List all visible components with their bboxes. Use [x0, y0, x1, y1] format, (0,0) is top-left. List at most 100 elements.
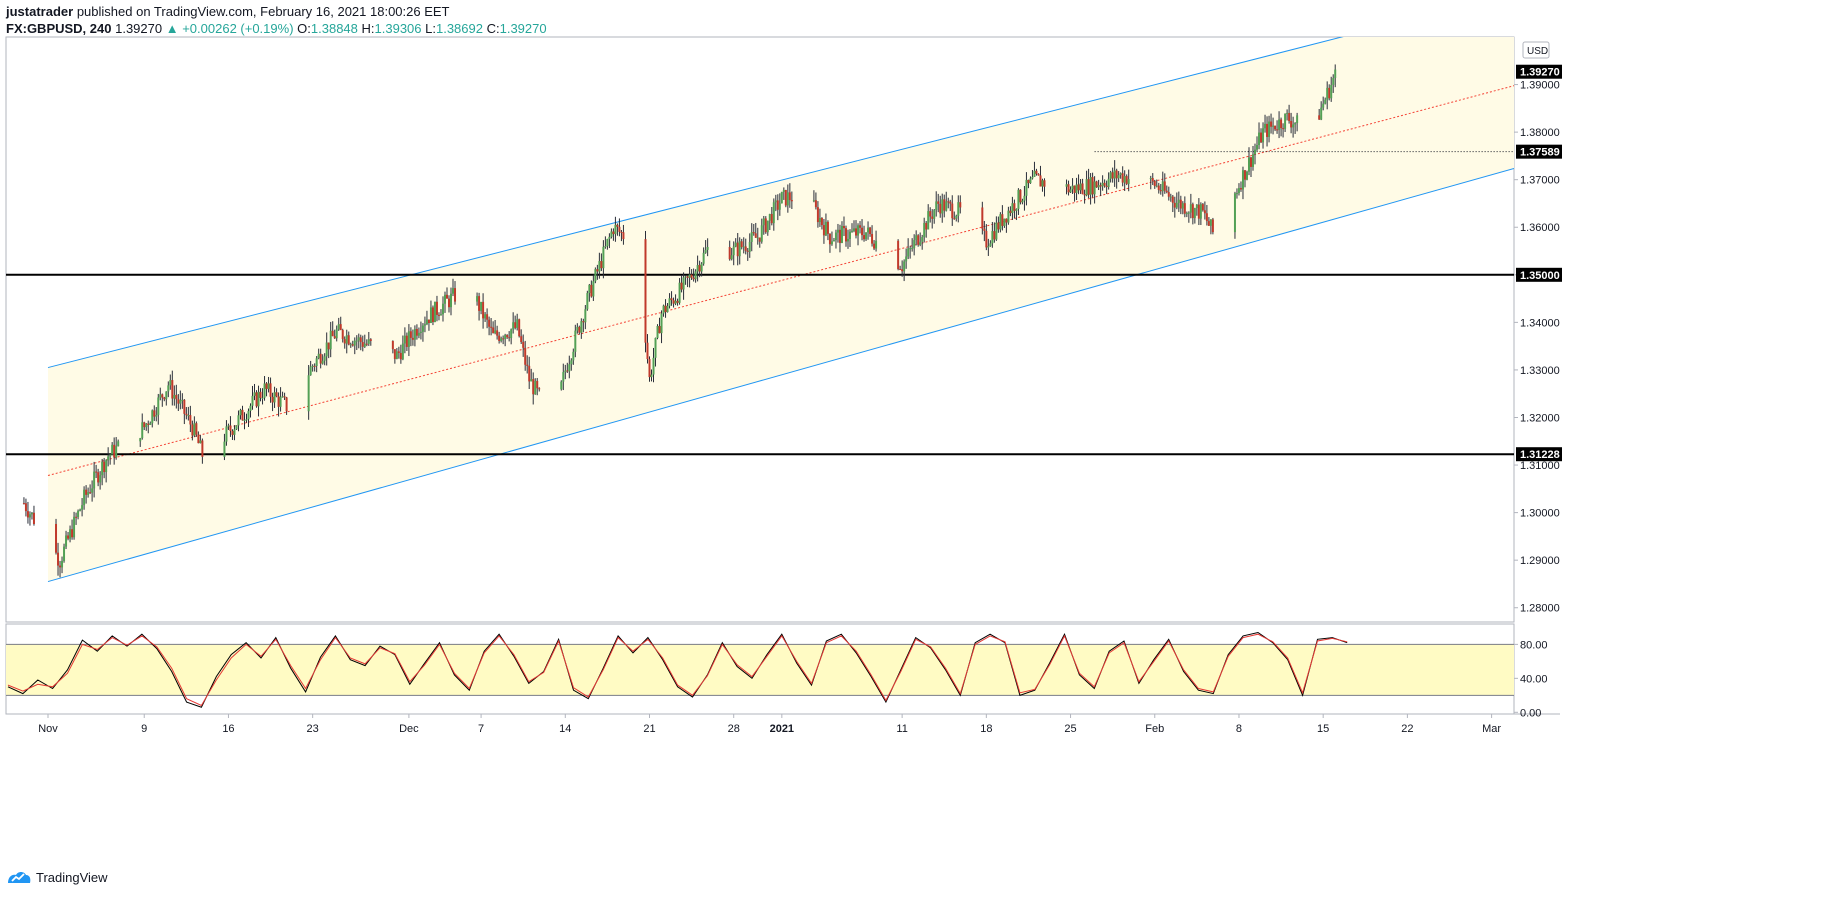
candle-body [85, 489, 88, 495]
candle-body [1107, 178, 1110, 188]
candle-body [566, 370, 569, 372]
candle-body [325, 342, 328, 357]
candle-body [502, 338, 505, 340]
candle-body [263, 383, 266, 398]
candle-body [528, 365, 531, 382]
candle-body [865, 232, 868, 240]
candle-body [812, 200, 815, 202]
candle-body [1237, 188, 1240, 194]
x-tick-label: 2021 [770, 723, 794, 735]
candle-body [646, 342, 649, 360]
candle-body [337, 324, 340, 330]
candle-body [766, 220, 769, 233]
candle-body [476, 296, 479, 302]
candle-body [905, 256, 908, 262]
candle-body [822, 225, 825, 236]
candle-body [361, 342, 364, 347]
publish-line: justatrader published on TradingView.com… [6, 3, 547, 20]
candle-body [1007, 210, 1010, 223]
candle-body [618, 226, 621, 232]
channel-upper-line [47, 37, 1344, 369]
footer-brand[interactable]: TradingView [36, 869, 108, 885]
candle-body [319, 353, 322, 364]
candle-body [1019, 189, 1022, 203]
candle-body [907, 248, 910, 257]
candle-body [1001, 214, 1004, 226]
candle-body [991, 231, 994, 244]
candle-body [227, 425, 230, 427]
candle-body [275, 392, 278, 397]
candle-body [1039, 175, 1042, 187]
candle-body [524, 347, 527, 365]
candle-body [181, 399, 184, 401]
candle-body [650, 374, 653, 378]
candle-body [899, 269, 902, 271]
candle-body [931, 216, 934, 219]
candle-body [1075, 184, 1078, 193]
candle-body [1268, 121, 1271, 137]
candle-body [985, 230, 988, 248]
candle-body [871, 234, 874, 244]
main-pane-frame [5, 36, 1515, 623]
candle-body [351, 344, 354, 346]
candle-body [245, 419, 248, 421]
candle-body [1207, 221, 1210, 226]
candle-body [953, 218, 956, 220]
candle-body [143, 422, 146, 428]
candle-body [851, 230, 854, 232]
candle-body [1181, 203, 1184, 209]
candle-body [1280, 119, 1283, 129]
candle-body [780, 192, 783, 204]
candle-body [945, 201, 948, 211]
stoch-band [6, 644, 1514, 696]
candle-body [1179, 199, 1182, 209]
candle-body [87, 492, 90, 495]
candle-body [307, 375, 310, 412]
candle-body [1270, 121, 1273, 127]
candle-body [1252, 154, 1255, 167]
candle-body [24, 503, 27, 512]
candle-body [107, 456, 110, 461]
candle-body [602, 246, 605, 269]
candle-body [576, 326, 579, 331]
candle-body [1099, 185, 1102, 187]
candle-body [981, 207, 984, 229]
candle-body [1294, 123, 1297, 125]
channel-fill [48, 37, 1514, 582]
candle-body [690, 274, 693, 278]
candle-body [69, 529, 72, 539]
candle-body [776, 200, 779, 210]
close-value: 1.39270 [499, 21, 547, 36]
candle-body [873, 243, 876, 249]
candle-body [706, 246, 709, 250]
candle-body [435, 301, 438, 315]
candle-body [995, 222, 998, 240]
candle-body [1069, 189, 1072, 193]
candle-body [391, 341, 394, 350]
x-tick-label: Dec [399, 723, 419, 735]
symbol-label[interactable]: FX:GBPUSD, 240 [6, 21, 112, 36]
candle-body [937, 201, 940, 204]
candle-body [857, 225, 860, 236]
candle-body [764, 218, 767, 233]
candle-body [169, 380, 172, 386]
candle-body [1161, 181, 1164, 192]
high-value: 1.39306 [374, 21, 422, 36]
candle-body [584, 309, 587, 323]
candle-body [99, 475, 102, 483]
candle-body [155, 414, 158, 417]
currency-label: USD [1527, 46, 1548, 57]
candle-body [1151, 177, 1154, 182]
close-label: C: [486, 21, 500, 36]
candle-body [231, 430, 234, 435]
author-name[interactable]: justatrader [6, 4, 74, 19]
candle-body [736, 242, 739, 257]
candle-body [173, 394, 176, 399]
candle-body [267, 383, 270, 389]
x-tick-label: 25 [1064, 723, 1076, 735]
candle-body [103, 461, 106, 473]
candle-body [935, 201, 938, 211]
candle-body [73, 516, 76, 538]
candle-body [859, 225, 862, 228]
